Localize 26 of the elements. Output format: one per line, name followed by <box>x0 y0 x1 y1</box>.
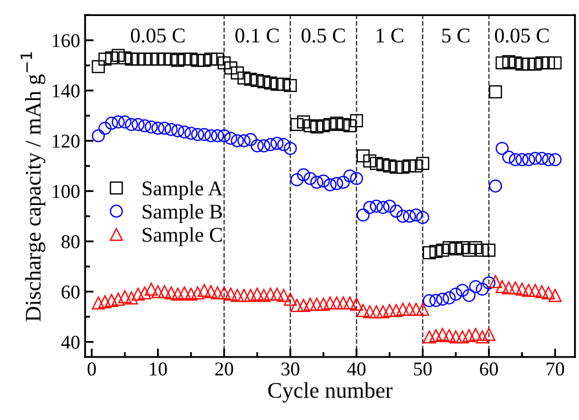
legend-label: Sample B <box>142 204 222 223</box>
x-tick-label: 0 <box>88 362 96 376</box>
legend-label: Sample A <box>142 180 223 200</box>
x-tick-label: 60 <box>480 362 498 376</box>
y-tick-label: 80 <box>62 235 80 248</box>
y-tick-label: 100 <box>52 184 80 198</box>
annotation: 0.5 C <box>302 28 345 43</box>
y-tick-label: 60 <box>62 285 80 299</box>
x-tick-label: 40 <box>347 362 366 376</box>
annotation: 0.05 C <box>130 28 185 43</box>
y-tick-label: 140 <box>52 84 80 98</box>
x-tick-label: 50 <box>414 362 432 376</box>
y-tick-label: 160 <box>52 34 80 48</box>
x-axis-title: Cycle number <box>268 382 392 402</box>
annotation: 0.05 C <box>495 28 549 43</box>
annotation: 5 C <box>442 28 470 43</box>
x-tick-label: 30 <box>282 362 300 376</box>
annotation: 1 C <box>376 28 404 43</box>
y-tick-label: 40 <box>61 336 80 349</box>
y-tick-label: 120 <box>52 134 80 148</box>
y-axis-title: Discharge capacity / mAh g$^{−1}$ <box>20 52 46 322</box>
annotation: 0.1 C <box>235 28 279 43</box>
x-tick-label: 20 <box>215 362 234 376</box>
x-tick-label: 70 <box>546 362 564 376</box>
legend-label: Sample C <box>142 227 222 246</box>
x-tick-label: 10 <box>150 362 167 376</box>
